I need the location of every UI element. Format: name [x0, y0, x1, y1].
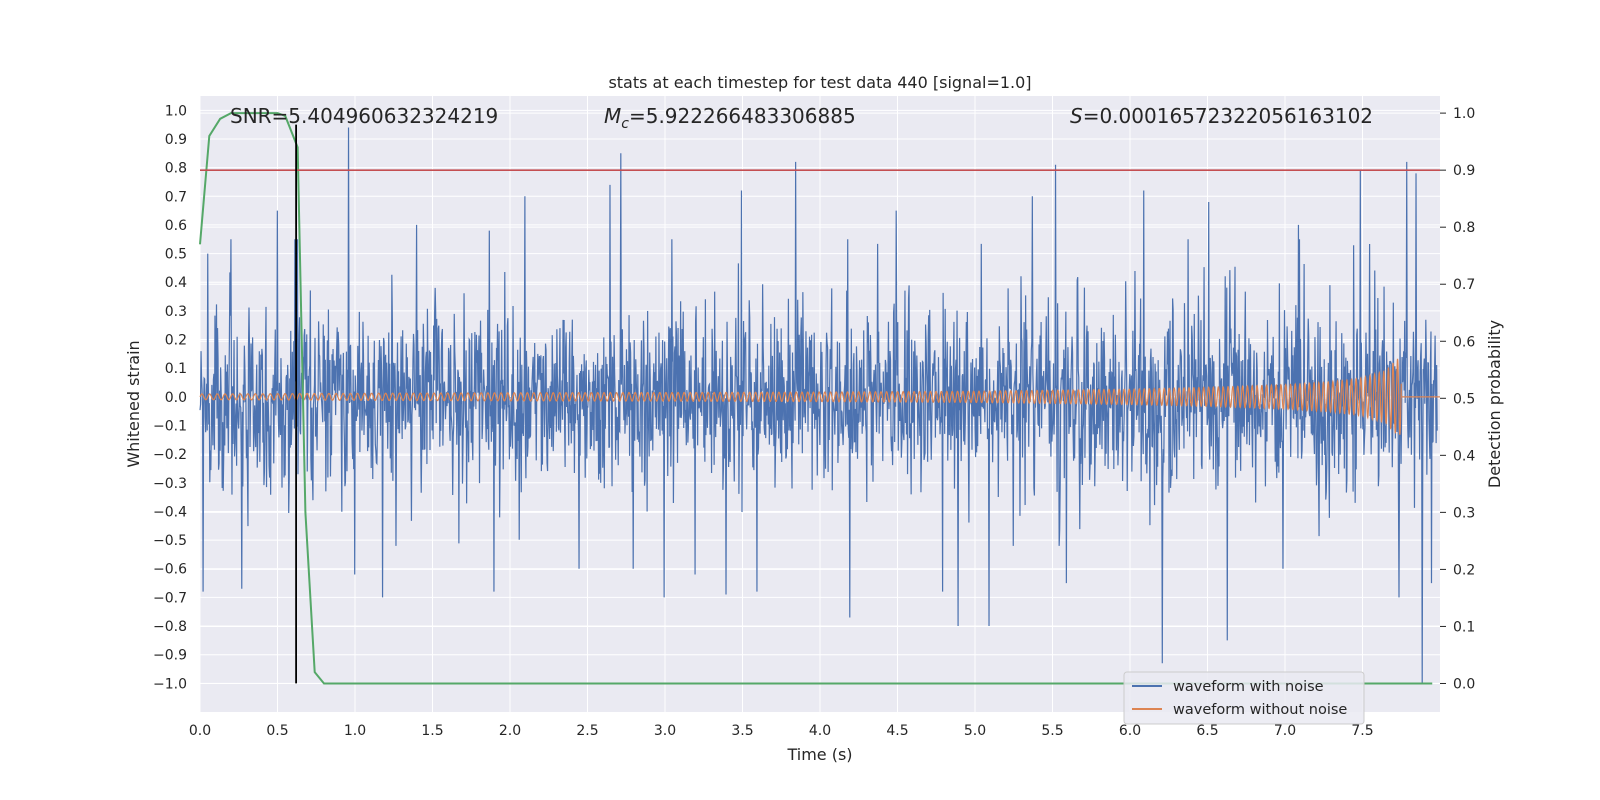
y-tick-label: 0.4 [165, 275, 187, 291]
y-tick-label: 0.0 [165, 390, 187, 406]
y-tick-label: 0.9 [165, 132, 187, 148]
x-tick-label: 2.5 [576, 723, 598, 739]
chirp-mass-annotation: Mc=5.922266483306885 [604, 104, 856, 132]
y-right-tick-label: 1.0 [1453, 106, 1475, 122]
y-tick-label: −0.2 [153, 447, 187, 463]
s-symbol: S [1070, 104, 1083, 128]
legend: waveform with noise waveform without noi… [1123, 671, 1365, 725]
y-tick-label: −0.6 [153, 562, 187, 578]
noisy-waveform-line [199, 127, 1438, 684]
y-tick-label: −0.9 [153, 648, 187, 664]
series-detection-probability [199, 112, 1433, 685]
s-annotation: S=0.00016572322056163102 [1070, 104, 1373, 128]
legend-label-clean: waveform without noise [1173, 702, 1347, 718]
s-value: =0.00016572322056163102 [1083, 104, 1373, 128]
x-tick-label: 2.0 [499, 723, 521, 739]
y-tick-label: 0.2 [165, 333, 187, 349]
ticks: 0.0 0.5 1.0 1.5 2.0 2.5 3.0 3.5 4.0 4.5 5.0 5.5 6.0 6… [153, 103, 1475, 739]
x-tick-label: 0.0 [189, 723, 211, 739]
y-tick-label: −0.8 [153, 619, 187, 635]
reference-lines [200, 124, 1440, 684]
clean-waveform-line [199, 358, 1440, 435]
y-right-tick-label: 0.6 [1453, 334, 1475, 350]
y-tick-label: −0.1 [153, 418, 187, 434]
x-tick-label: 3.5 [731, 723, 753, 739]
y-right-tick-label: 0.0 [1453, 676, 1475, 692]
x-tick-label: 7.0 [1274, 723, 1296, 739]
y-right-tick-label: 0.7 [1453, 277, 1475, 293]
x-tick-label: 4.0 [809, 723, 831, 739]
y-tick-label: −0.7 [153, 590, 187, 606]
x-tick-label: 3.0 [654, 723, 676, 739]
x-tick-label: 6.5 [1196, 723, 1218, 739]
y-tick-label: 0.6 [165, 218, 187, 234]
x-axis-label: Time (s) [786, 745, 852, 764]
y-right-tick-label: 0.4 [1453, 448, 1475, 464]
y-axis-label: Whitened strain [124, 340, 143, 467]
y-tick-label: −0.5 [153, 533, 187, 549]
y-tick-label: 0.3 [165, 304, 187, 320]
y-tick-label: 0.7 [165, 189, 187, 205]
y-tick-label: 0.8 [165, 161, 187, 177]
x-tick-label: 7.5 [1351, 723, 1373, 739]
chirp-mass-value: =5.922266483306885 [629, 104, 856, 128]
x-tick-label: 4.5 [886, 723, 908, 739]
y-axis-right-label: Detection probability [1485, 320, 1504, 488]
x-tick-label: 1.0 [344, 723, 366, 739]
y-tick-label: 0.1 [165, 361, 187, 377]
legend-label-noise: waveform with noise [1173, 679, 1324, 695]
y-right-tick-label: 0.5 [1453, 391, 1475, 407]
y-tick-label: −1.0 [153, 676, 187, 692]
y-right-tick-label: 0.1 [1453, 619, 1475, 635]
y-right-tick-label: 0.3 [1453, 505, 1475, 521]
series-waveform-with-noise [199, 127, 1438, 684]
y-right-tick-label: 0.8 [1453, 220, 1475, 236]
x-tick-label: 6.0 [1119, 723, 1141, 739]
x-tick-label: 5.0 [964, 723, 986, 739]
y-tick-label: 1.0 [165, 103, 187, 119]
chirp-mass-subscript: c [621, 116, 629, 132]
y-tick-label: −0.4 [153, 504, 187, 520]
detection-probability-line [199, 112, 1433, 685]
x-tick-label: 0.5 [266, 723, 288, 739]
chirp-mass-symbol: M [604, 104, 621, 128]
y-tick-label: −0.3 [153, 476, 187, 492]
y-right-tick-label: 0.2 [1453, 562, 1475, 578]
x-tick-label: 5.5 [1041, 723, 1063, 739]
y-right-tick-label: 0.9 [1453, 163, 1475, 179]
series-waveform-without-noise [199, 358, 1440, 435]
snr-annotation: SNR=5.404960632324219 [230, 104, 498, 128]
chart-title: stats at each timestep for test data 440… [608, 73, 1031, 92]
x-tick-label: 1.5 [421, 723, 443, 739]
legend-box [1123, 671, 1365, 725]
y-tick-label: 0.5 [165, 247, 187, 263]
